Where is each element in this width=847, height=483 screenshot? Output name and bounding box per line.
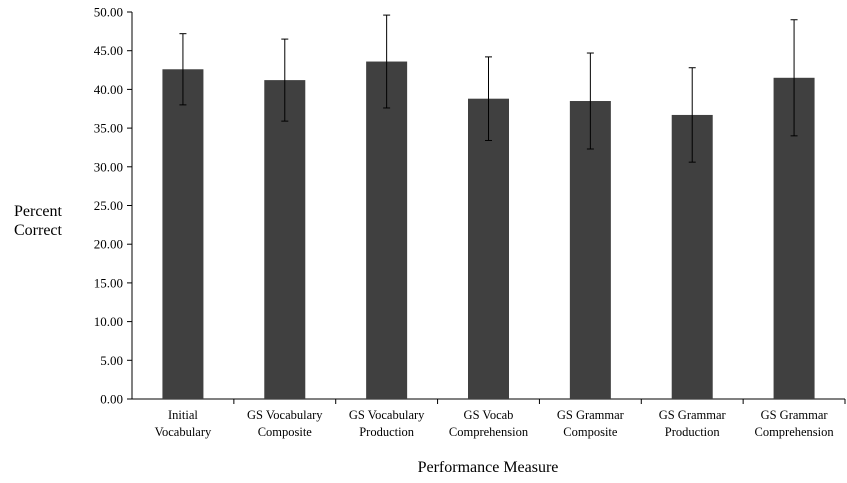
bar xyxy=(264,80,306,399)
y-tick-label: 5.00 xyxy=(100,353,123,368)
y-axis-title-line1: Percent xyxy=(14,203,63,220)
x-category-label: GS Grammar xyxy=(761,408,829,422)
x-category-label: Comprehension xyxy=(449,425,529,439)
y-tick-label: 0.00 xyxy=(100,392,123,407)
y-tick-label: 40.00 xyxy=(94,82,123,97)
bar xyxy=(366,61,408,399)
y-tick-label: 50.00 xyxy=(94,5,123,20)
y-tick-label: 15.00 xyxy=(94,275,123,290)
y-tick-label: 30.00 xyxy=(94,159,123,174)
bars-group xyxy=(162,61,815,400)
y-tick-label: 10.00 xyxy=(94,314,123,329)
x-category-label: GS Grammar xyxy=(659,408,727,422)
x-category-label: Initial xyxy=(168,408,198,422)
y-axis-ticks: 0.00 5.00 10.00 15.00 20.00 25.00 30.00 35.00 40… xyxy=(94,5,132,407)
x-category-label: GS Vocabulary xyxy=(349,408,425,422)
x-category-label: Composite xyxy=(258,425,313,439)
y-tick-label: 25.00 xyxy=(94,198,123,213)
x-axis-title: Performance Measure xyxy=(418,459,559,476)
x-category-label: Comprehension xyxy=(754,425,834,439)
x-category-label: Vocabulary xyxy=(155,425,212,439)
bar xyxy=(162,69,204,399)
bar xyxy=(569,101,611,399)
bar xyxy=(468,98,509,400)
y-tick-label: 45.00 xyxy=(94,43,123,58)
x-category-label: GS Vocab xyxy=(464,408,514,422)
y-tick-label: 20.00 xyxy=(94,237,123,252)
x-category-label: Production xyxy=(665,425,721,439)
y-tick-label: 35.00 xyxy=(94,121,123,136)
error-bars-group xyxy=(179,14,798,163)
x-category-label: Production xyxy=(359,425,415,439)
x-axis-category-labels: Initial Vocabulary GS Vocabulary Composite G… xyxy=(155,399,846,439)
y-axis-title-line2: Correct xyxy=(14,222,63,239)
x-category-label: Composite xyxy=(563,425,618,439)
x-category-label: GS Vocabulary xyxy=(247,408,323,422)
x-category-label: GS Grammar xyxy=(557,408,625,422)
